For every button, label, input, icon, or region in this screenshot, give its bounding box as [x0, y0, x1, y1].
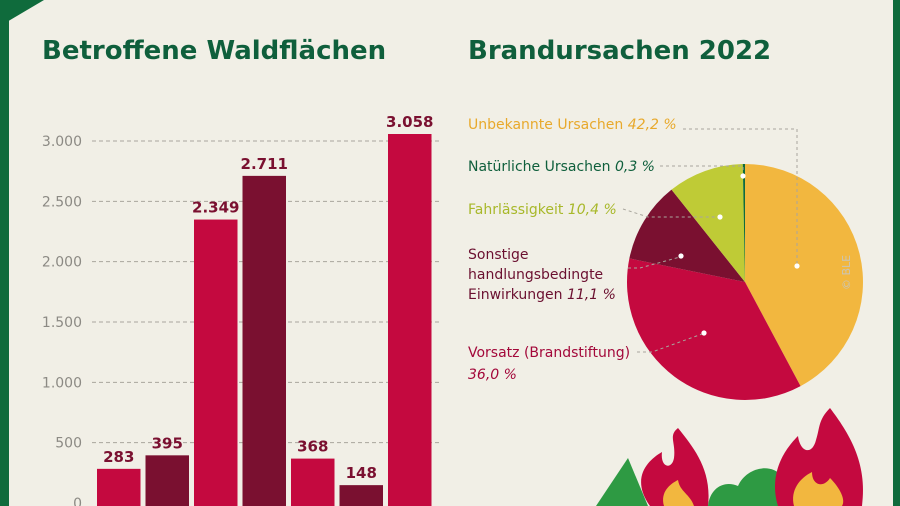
y-tick-label: 0 — [73, 496, 82, 506]
slice-value: 11,1 % — [567, 287, 616, 303]
slice-name: Natürliche Ursachen 0,3 % — [468, 159, 655, 175]
pie-slice — [742, 164, 745, 282]
slice-value: 42,2 % — [628, 117, 677, 133]
slice-name: Sonstige — [468, 247, 529, 263]
slice-value: 0,3 % — [615, 159, 655, 175]
leader-dot — [740, 173, 746, 179]
bar-value-label: 2.711 — [241, 155, 288, 173]
y-tick-label: 1.000 — [42, 375, 82, 391]
bar — [388, 134, 432, 506]
leader-line — [637, 333, 703, 353]
flame-left — [641, 428, 709, 506]
y-tick-label: 3.000 — [42, 134, 82, 150]
bar-value-label: 368 — [297, 438, 328, 456]
pie-slice — [629, 189, 745, 282]
slice-name: Vorsatz (Brandstiftung) — [468, 345, 630, 361]
pie-legend-label: Vorsatz (Brandstiftung) 36,0 % — [468, 345, 630, 383]
leader-dot — [717, 214, 723, 220]
slice-name: handlungsbedingte — [468, 267, 603, 283]
frame-border-left — [0, 0, 9, 506]
copyright-watermark: © BLE — [840, 254, 853, 290]
slice-name: Unbekannte Ursachen 42,2 % — [468, 117, 677, 133]
pie-slice — [671, 164, 745, 282]
bar — [242, 175, 286, 506]
bar — [97, 468, 141, 506]
pie-legend-label: Natürliche Ursachen 0,3 % — [468, 159, 655, 175]
tree-left — [596, 458, 648, 506]
bar — [194, 219, 238, 506]
pie-chart-title: Brandursachen 2022 — [468, 36, 772, 66]
leader-line — [683, 128, 798, 266]
slice-value: 36,0 % — [468, 367, 517, 383]
leader-dot — [794, 263, 800, 269]
pie-legend-label: Unbekannte Ursachen 42,2 % — [468, 117, 677, 133]
bar-value-label: 2.349 — [192, 199, 239, 217]
pie-legend-label: Fahrlässigkeit 10,4 % — [468, 202, 617, 218]
flame-left-inner — [663, 480, 694, 506]
pie-legend-label: Sonstige handlungsbedingte Einwirkungen 11… — [468, 247, 616, 303]
bar — [291, 458, 335, 506]
y-tick-label: 2.500 — [42, 194, 82, 210]
flame-right-inner — [793, 472, 844, 506]
leader-line — [628, 256, 681, 269]
flame-right — [775, 408, 864, 506]
leader-dot — [678, 253, 684, 259]
slice-name: Einwirkungen 11,1 % — [468, 287, 616, 303]
pie-slice — [627, 258, 801, 401]
leader-dot — [701, 330, 707, 336]
bar-value-label: 3.058 — [386, 113, 433, 131]
bar-chart-title: Betroffene Waldflächen — [42, 36, 387, 66]
y-tick-label: 500 — [55, 436, 82, 452]
slice-value: 10,4 % — [568, 202, 617, 218]
bar-value-label: 148 — [346, 464, 377, 482]
y-tick-label: 2.000 — [42, 255, 82, 271]
bar — [339, 485, 383, 506]
slice-name: Fahrlässigkeit 10,4 % — [468, 202, 617, 218]
bar-value-label: 283 — [103, 448, 134, 466]
leader-line — [622, 208, 718, 218]
corner-tab — [0, 0, 44, 26]
y-tick-label: 1.500 — [42, 315, 82, 331]
frame-border-right — [893, 0, 900, 506]
bar-value-label: 395 — [152, 434, 183, 452]
bar — [145, 455, 189, 506]
pie-slice — [745, 164, 864, 387]
